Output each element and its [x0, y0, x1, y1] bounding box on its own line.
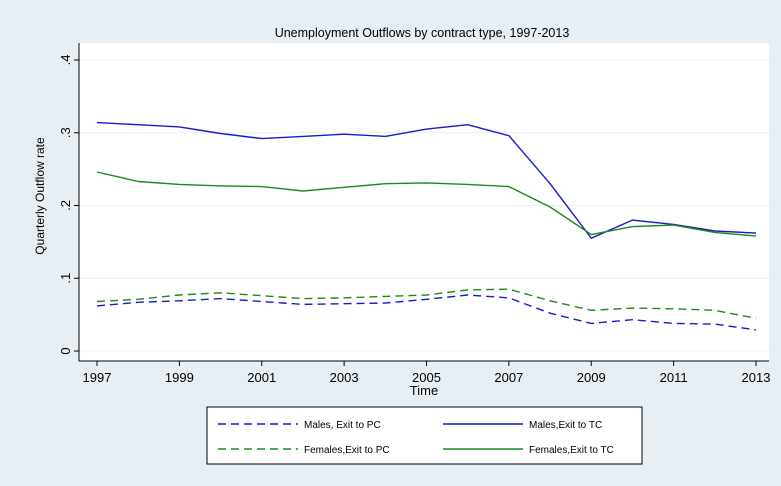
series-line-4	[96, 171, 757, 237]
series-line-1	[96, 294, 757, 331]
y-tick-label: .2	[58, 200, 73, 211]
x-tick-label: 1997	[83, 370, 112, 385]
legend-label: Females,Exit to PC	[304, 445, 390, 456]
chart-title: Unemployment Outflows by contract type, …	[275, 26, 570, 40]
x-axis-label: Time	[410, 383, 438, 398]
y-tick-label: 0	[58, 347, 73, 354]
grid	[79, 59, 769, 352]
legend-label: Females,Exit to TC	[529, 445, 614, 456]
plot-area	[79, 43, 769, 361]
series-line-2	[96, 121, 757, 239]
legend-box	[206, 406, 643, 465]
x-tick-label: 2007	[494, 370, 523, 385]
x-tick-label: 2003	[330, 370, 359, 385]
legend-label: Males,Exit to TC	[529, 420, 602, 431]
y-axis-label: Quarterly Outflow rate	[33, 137, 47, 255]
y-tick-label: .3	[58, 127, 73, 138]
legend-label: Males, Exit to PC	[304, 420, 381, 431]
x-tick-label: 2005	[412, 370, 441, 385]
axes: 0 .1 .2 .3 .4 1997 1999 2001 2003 2005 2007 2009 201…	[58, 43, 770, 385]
legend: Males, Exit to PC Males,Exit to TC Females…	[206, 406, 643, 465]
x-tick-label: 2013	[742, 370, 771, 385]
series-group	[96, 121, 757, 331]
y-tick-label: .4	[58, 55, 73, 66]
y-tick-label: .1	[58, 273, 73, 284]
x-tick-label: 2011	[660, 370, 688, 385]
x-tick-label: 2009	[577, 370, 606, 385]
x-tick-label: 2001	[247, 370, 276, 385]
x-tick-label: 1999	[165, 370, 194, 385]
series-line-3	[96, 288, 757, 319]
